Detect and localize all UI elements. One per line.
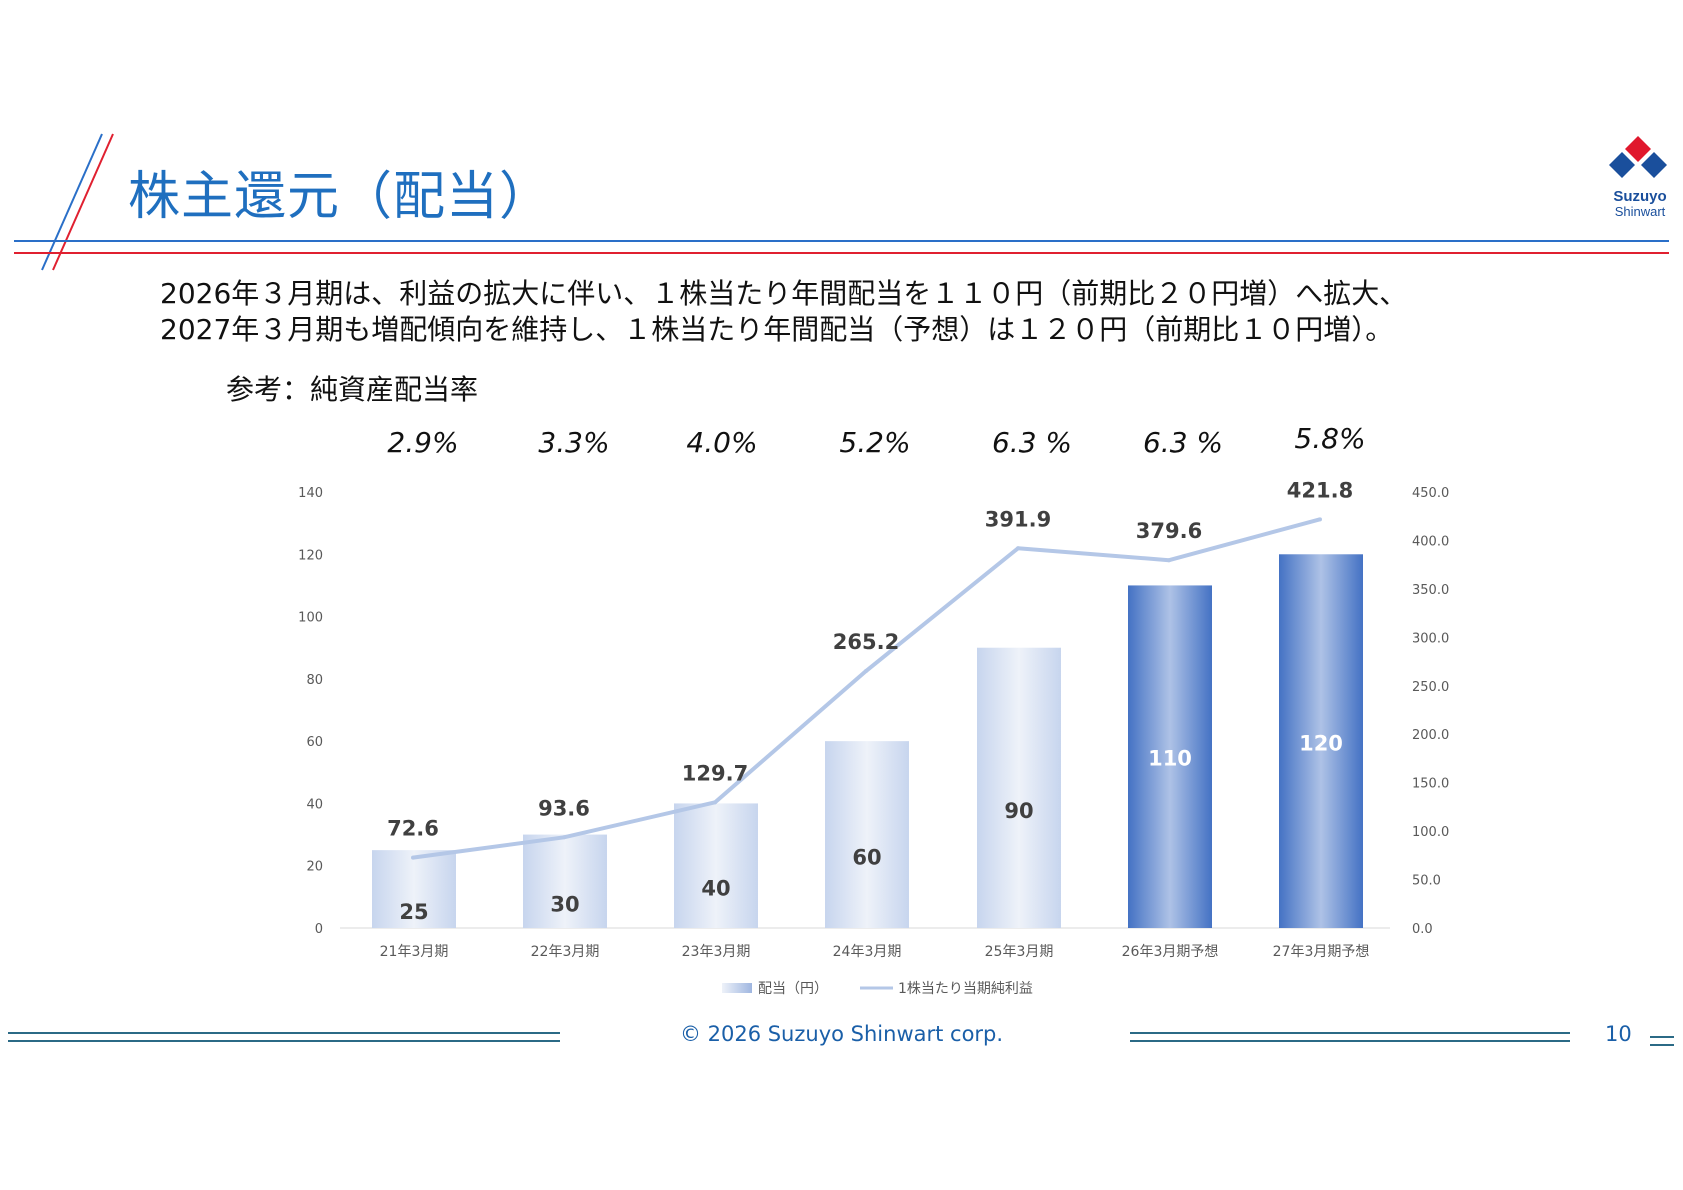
y-right-tick-label: 200.0 bbox=[1412, 728, 1449, 743]
footer-rule-right-2 bbox=[1130, 1040, 1570, 1042]
reference-label: 参考：純資産配当率 bbox=[226, 373, 479, 406]
x-category-label: 26年3月期予想 bbox=[1122, 944, 1219, 960]
eps-value-label: 93.6 bbox=[538, 796, 590, 820]
bar-value-label: 25 bbox=[399, 900, 428, 924]
x-category-label: 23年3月期 bbox=[682, 944, 751, 960]
x-category-label: 24年3月期 bbox=[833, 944, 902, 960]
y-right-tick-label: 300.0 bbox=[1412, 631, 1449, 646]
eps-point bbox=[713, 800, 717, 805]
y-right-tick-label: 0.0 bbox=[1412, 922, 1433, 937]
eps-point bbox=[1318, 517, 1322, 522]
y-left-tick-label: 140 bbox=[298, 486, 323, 501]
payout-ratio: 2.9% bbox=[387, 426, 459, 459]
eps-point bbox=[1167, 558, 1171, 563]
footer-rule-left bbox=[8, 1032, 560, 1034]
legend-swatch-bar bbox=[722, 983, 752, 993]
y-right-tick-label: 250.0 bbox=[1412, 680, 1449, 695]
y-left-tick-label: 120 bbox=[298, 548, 323, 563]
x-category-label: 25年3月期 bbox=[985, 944, 1054, 960]
payout-ratio: 5.8% bbox=[1294, 422, 1366, 455]
bar-series: 25 30 40 60 90 110 120 bbox=[372, 554, 1363, 928]
y-left-tick-label: 20 bbox=[306, 860, 323, 875]
footer-rule-left-2 bbox=[8, 1040, 560, 1042]
x-category-label: 22年3月期 bbox=[531, 944, 600, 960]
intro-line-1: 2026年３月期は、利益の拡大に伴い、１株当たり年間配当を１１０円（前期比２０円… bbox=[160, 277, 1408, 310]
payout-ratio: 4.0% bbox=[686, 426, 758, 459]
dividend-chart: 0 20 40 60 80 100 120 140 0.0 50.0 100.0 150.0 200.… bbox=[298, 478, 1449, 997]
header-rule-blue bbox=[14, 240, 1669, 242]
y-axis-right: 0.0 50.0 100.0 150.0 200.0 250.0 300.0 350.0 400… bbox=[1412, 486, 1449, 937]
page-title: 株主還元（配当） bbox=[128, 167, 553, 227]
y-right-tick-label: 450.0 bbox=[1412, 486, 1449, 501]
footer-rule-right bbox=[1130, 1032, 1570, 1034]
eps-value-label: 72.6 bbox=[387, 817, 439, 841]
y-right-tick-label: 350.0 bbox=[1412, 583, 1449, 598]
eps-point bbox=[411, 855, 415, 860]
y-left-tick-label: 100 bbox=[298, 611, 323, 626]
x-category-label: 21年3月期 bbox=[380, 944, 449, 960]
y-left-tick-label: 60 bbox=[306, 735, 323, 750]
legend-label-bar: 配当（円） bbox=[758, 981, 828, 997]
page-number: 10 bbox=[1605, 1022, 1632, 1046]
payout-ratio: 6.3 % bbox=[1142, 426, 1224, 459]
y-right-tick-label: 150.0 bbox=[1412, 777, 1449, 792]
dividend-bar bbox=[1128, 585, 1212, 928]
bar-value-label: 90 bbox=[1004, 799, 1033, 823]
eps-value-label: 129.7 bbox=[682, 761, 748, 785]
y-right-tick-label: 400.0 bbox=[1412, 534, 1449, 549]
footer-copyright: © 2026 Suzuyo Shinwart corp. bbox=[679, 1022, 1004, 1046]
y-right-tick-label: 50.0 bbox=[1412, 874, 1441, 889]
y-left-tick-label: 80 bbox=[306, 673, 323, 688]
dividend-bar bbox=[825, 741, 909, 928]
payout-ratio: 3.3% bbox=[538, 426, 610, 459]
logo-mark-icon bbox=[1609, 136, 1667, 178]
y-left-tick-label: 0 bbox=[315, 922, 323, 937]
y-right-tick-label: 100.0 bbox=[1412, 825, 1449, 840]
dividend-bar bbox=[1279, 554, 1363, 928]
dividend-bar bbox=[523, 834, 607, 928]
slash-red bbox=[52, 133, 114, 271]
bar-value-label: 60 bbox=[852, 846, 881, 870]
intro-line-2: 2027年３月期も増配傾向を維持し、１株当たり年間配当（予想）は１２０円（前期比… bbox=[160, 313, 1394, 346]
eps-value-label: 421.8 bbox=[1287, 478, 1353, 502]
footer-rule-end-2 bbox=[1650, 1044, 1674, 1046]
footer-rule-end bbox=[1650, 1036, 1674, 1038]
line-series: 72.6 93.6 129.7 265.2 391.9 379.6 421.8 bbox=[387, 478, 1353, 860]
dividend-bar bbox=[372, 850, 456, 928]
slash-blue bbox=[41, 133, 103, 271]
logo-subwordmark: Shinwart bbox=[1614, 204, 1666, 219]
logo-wordmark: Suzuyo bbox=[1613, 188, 1667, 205]
payout-ratio: 6.3 % bbox=[991, 426, 1073, 459]
x-axis-labels: 21年3月期 22年3月期 23年3月期 24年3月期 25年3月期 26年3月期予想 27… bbox=[380, 944, 1370, 960]
eps-value-label: 379.6 bbox=[1136, 519, 1202, 543]
bar-value-label: 30 bbox=[550, 892, 579, 916]
company-logo: Suzuyo Shinwart bbox=[1605, 134, 1671, 219]
bar-value-label: 120 bbox=[1299, 731, 1343, 755]
x-category-label: 27年3月期予想 bbox=[1273, 944, 1370, 960]
bar-value-label: 110 bbox=[1148, 746, 1192, 770]
eps-value-label: 391.9 bbox=[985, 507, 1051, 531]
payout-ratio: 5.2% bbox=[839, 426, 911, 459]
header-rule-red bbox=[14, 252, 1669, 254]
eps-point bbox=[1016, 546, 1020, 551]
dividend-bar bbox=[674, 803, 758, 928]
eps-value-label: 265.2 bbox=[833, 630, 899, 654]
legend-label-line: 1株当たり当期純利益 bbox=[898, 981, 1033, 997]
eps-point bbox=[864, 669, 868, 674]
bar-value-label: 40 bbox=[701, 877, 730, 901]
legend: 配当（円） 1株当たり当期純利益 bbox=[722, 981, 1033, 997]
y-axis-left: 0 20 40 60 80 100 120 140 bbox=[298, 486, 323, 937]
dividend-bar bbox=[977, 647, 1061, 928]
eps-point bbox=[562, 835, 566, 840]
y-left-tick-label: 40 bbox=[306, 797, 323, 812]
